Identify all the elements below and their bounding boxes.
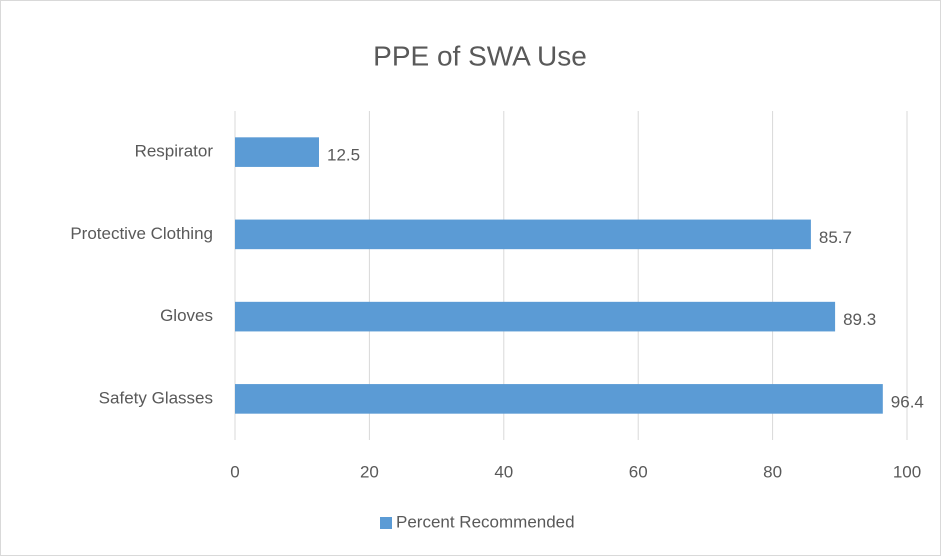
data-label: 96.4 [891, 392, 924, 411]
data-label: 85.7 [819, 228, 852, 247]
data-label: 12.5 [327, 146, 360, 165]
data-label: 89.3 [843, 310, 876, 329]
bar [235, 219, 811, 250]
y-tick-label: Gloves [160, 306, 213, 325]
legend-label: Percent Recommended [396, 512, 575, 531]
x-tick-label: 20 [360, 462, 379, 481]
x-tick-label: 80 [763, 462, 782, 481]
x-tick-label: 40 [494, 462, 513, 481]
bar [235, 137, 319, 167]
bar [235, 384, 883, 414]
x-tick-label: 0 [230, 462, 239, 481]
bar [235, 301, 836, 332]
legend-swatch [380, 517, 392, 529]
x-tick-label: 60 [629, 462, 648, 481]
x-tick-label: 100 [893, 462, 921, 481]
chart-title: PPE of SWA Use [373, 40, 587, 71]
y-tick-label: Respirator [135, 142, 214, 161]
y-tick-label: Safety Glasses [99, 388, 213, 407]
y-tick-label: Protective Clothing [70, 224, 213, 243]
